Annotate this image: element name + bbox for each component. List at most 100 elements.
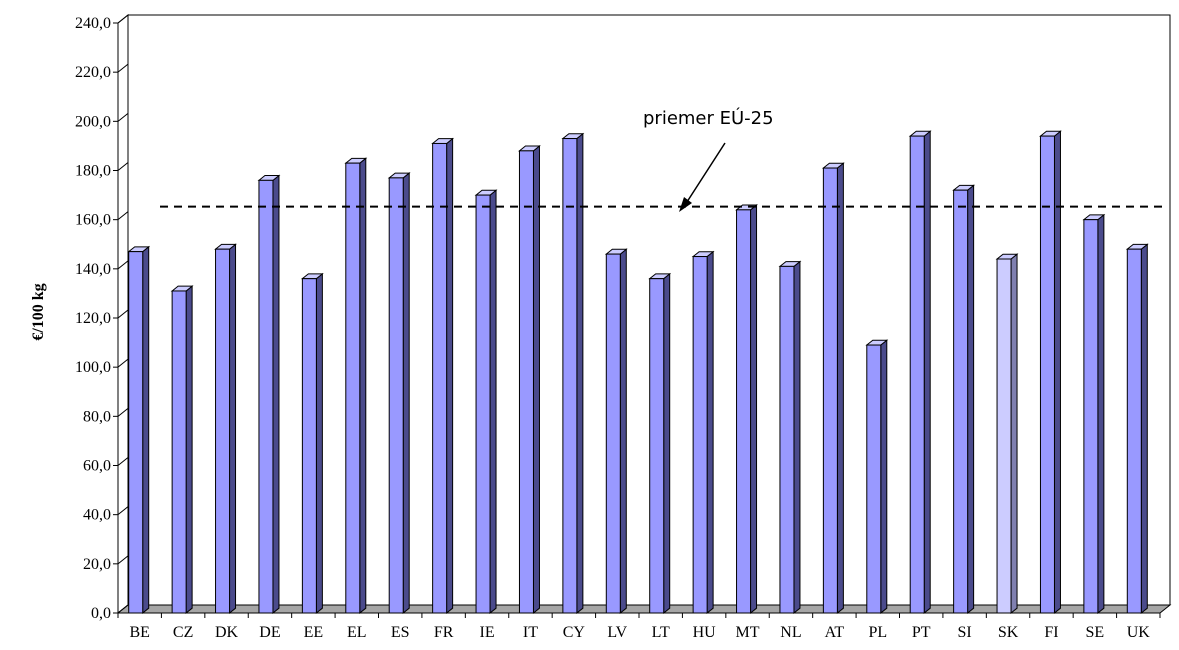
bar-sk bbox=[995, 253, 1019, 615]
bar-side bbox=[532, 144, 540, 615]
x-tick-label-pl: PL bbox=[868, 624, 887, 641]
axes: 0,0 20,0 40,0 60,0 80,0 100,0 120,0 140,0 160,0 1… bbox=[75, 13, 1172, 641]
bar-front bbox=[996, 258, 1012, 614]
y-tick-depth bbox=[117, 407, 129, 417]
x-tick-label-lt: LT bbox=[652, 624, 670, 641]
bar-front bbox=[822, 167, 838, 614]
bar-es bbox=[387, 172, 411, 615]
bar-front bbox=[562, 138, 578, 614]
bar-side bbox=[750, 203, 758, 615]
bar-front bbox=[128, 251, 144, 614]
bar-side bbox=[923, 130, 931, 615]
x-tick-label-nl: NL bbox=[780, 624, 801, 641]
bar-side bbox=[229, 243, 237, 615]
x-tick-label-pt: PT bbox=[912, 624, 931, 641]
bar-side bbox=[272, 174, 280, 615]
y-tick-label: 80,0 bbox=[83, 408, 111, 425]
bar-front bbox=[301, 278, 317, 614]
bar-side bbox=[706, 250, 714, 615]
bar-side bbox=[446, 137, 454, 615]
bar-side bbox=[1140, 243, 1148, 615]
bar-front bbox=[475, 194, 491, 614]
x-tick-label-be: BE bbox=[129, 624, 149, 641]
y-tick-depth bbox=[117, 211, 129, 221]
bar-side bbox=[836, 162, 844, 615]
y-tick-depth bbox=[117, 358, 129, 368]
bar-side bbox=[663, 272, 671, 615]
annotation-arrow-head bbox=[679, 197, 692, 212]
bar-side bbox=[880, 339, 888, 615]
bar-front bbox=[258, 179, 274, 614]
x-tick-label-cy: CY bbox=[563, 624, 586, 641]
y-tick-depth bbox=[117, 457, 129, 466]
y-tick-depth bbox=[117, 555, 129, 565]
y-tick-label: 40,0 bbox=[83, 507, 111, 524]
bar-dk bbox=[214, 243, 237, 615]
bar-side bbox=[1053, 130, 1061, 615]
x-tick-label-si: SI bbox=[958, 624, 972, 641]
bar-at bbox=[821, 162, 845, 615]
bar-it bbox=[518, 144, 541, 615]
bar-side bbox=[359, 157, 367, 615]
y-tick-label: 240,0 bbox=[75, 15, 111, 32]
bar-side bbox=[315, 272, 323, 615]
bar-side bbox=[1097, 213, 1105, 615]
bar-fr bbox=[431, 137, 455, 615]
bar-el bbox=[344, 157, 368, 615]
y-tick-label: 140,0 bbox=[75, 261, 111, 278]
x-tick-label-dk: DK bbox=[215, 624, 239, 641]
bar-front bbox=[866, 344, 882, 614]
bar-be bbox=[127, 245, 151, 615]
x-tick-label-se: SE bbox=[1086, 624, 1105, 641]
bar-uk bbox=[1125, 243, 1149, 615]
y-tick-label: 200,0 bbox=[75, 113, 111, 130]
bar-front bbox=[779, 265, 795, 614]
bar-front bbox=[909, 135, 925, 614]
x-tick-label-lv: LV bbox=[607, 624, 627, 641]
bar-side bbox=[619, 248, 627, 615]
bar-side bbox=[402, 172, 410, 615]
bar-front bbox=[1039, 135, 1055, 614]
y-tick-label: 0,0 bbox=[91, 605, 111, 622]
bar-de bbox=[257, 174, 281, 615]
x-tick-label-uk: UK bbox=[1127, 624, 1151, 641]
y-tick-depth bbox=[117, 309, 129, 319]
bar-front bbox=[215, 248, 231, 614]
x-tick-label-fi: FI bbox=[1044, 624, 1058, 641]
bar-side bbox=[185, 285, 193, 615]
bar-pt bbox=[908, 130, 932, 615]
bar-front bbox=[692, 256, 708, 614]
x-tick-label-it: IT bbox=[523, 624, 538, 641]
bar-front bbox=[388, 177, 404, 614]
bar-front bbox=[171, 290, 187, 614]
bar-front bbox=[605, 253, 621, 614]
bar-side bbox=[967, 184, 975, 615]
y-tick-depth bbox=[117, 162, 129, 171]
bar-front bbox=[518, 150, 534, 614]
x-tick-label-mt: MT bbox=[736, 624, 760, 641]
bars bbox=[127, 130, 1149, 615]
bar-lt bbox=[648, 272, 672, 615]
x-tick-label-es: ES bbox=[391, 624, 410, 641]
bar-nl bbox=[778, 260, 802, 615]
x-tick-label-ie: IE bbox=[479, 624, 494, 641]
reference-line-label: priemer EÚ-25 bbox=[643, 107, 774, 129]
bar-front bbox=[953, 189, 969, 614]
bar-hu bbox=[691, 250, 715, 615]
y-tick-depth bbox=[117, 63, 129, 73]
bar-front bbox=[649, 278, 665, 614]
bar-cz bbox=[170, 285, 194, 615]
x-tick-label-at: AT bbox=[825, 624, 845, 641]
x-tick-label-cz: CZ bbox=[173, 624, 193, 641]
y-tick-label: 180,0 bbox=[75, 163, 111, 180]
y-tick-label: 100,0 bbox=[75, 359, 111, 376]
bar-ie bbox=[474, 189, 498, 615]
x-tick-label-hu: HU bbox=[693, 624, 717, 641]
x-tick-label-de: DE bbox=[259, 624, 280, 641]
x-tick-label-ee: EE bbox=[304, 624, 324, 641]
bar-front bbox=[736, 209, 752, 614]
y-tick-label: 60,0 bbox=[83, 458, 111, 475]
bar-side bbox=[1010, 253, 1018, 615]
y-tick-label: 20,0 bbox=[83, 556, 111, 573]
